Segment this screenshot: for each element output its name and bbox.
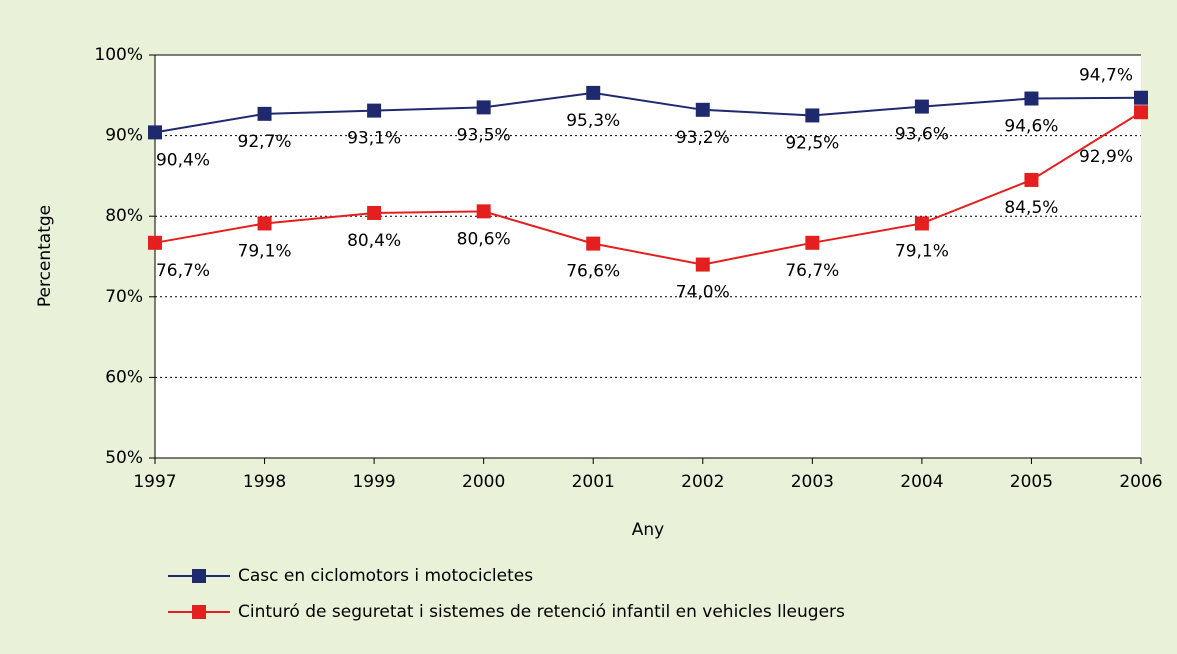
- data-label: 93,6%: [895, 125, 949, 145]
- y-tick-label: 70%: [105, 287, 143, 307]
- legend-marker: [192, 569, 206, 583]
- point-marker: [257, 216, 272, 231]
- data-label: 93,2%: [676, 128, 730, 148]
- point-marker: [805, 108, 820, 123]
- point-marker: [1024, 91, 1039, 106]
- y-tick-label: 100%: [94, 45, 143, 65]
- data-label: 76,6%: [566, 262, 620, 282]
- point-marker: [586, 85, 601, 100]
- x-tick-label: 2000: [462, 472, 505, 492]
- point-marker: [148, 125, 162, 140]
- point-marker: [914, 99, 929, 114]
- data-label: 80,4%: [347, 231, 401, 251]
- data-label: 95,3%: [566, 111, 620, 131]
- y-tick-label: 90%: [105, 126, 143, 146]
- data-label: 92,7%: [238, 132, 292, 152]
- legend-label: Casc en ciclomotors i motocicletes: [238, 566, 533, 586]
- point-marker: [1134, 105, 1148, 120]
- x-tick-label: 1999: [352, 472, 395, 492]
- point-marker: [1024, 172, 1039, 187]
- data-label: 80,6%: [457, 229, 511, 249]
- x-tick-label: 2004: [900, 472, 943, 492]
- data-label: 94,6%: [1004, 117, 1058, 137]
- point-marker: [257, 106, 272, 121]
- series-line: [154, 91, 1142, 134]
- x-tick-label: 2001: [572, 472, 615, 492]
- point-marker: [1134, 90, 1148, 105]
- data-label: 92,5%: [785, 133, 839, 153]
- x-tick-label: 2003: [791, 472, 834, 492]
- point-marker: [476, 204, 491, 219]
- data-label: 93,1%: [347, 129, 401, 149]
- data-label: 84,5%: [1004, 198, 1058, 218]
- point-marker: [586, 236, 601, 251]
- y-tick-label: 50%: [105, 448, 143, 468]
- x-tick-label: 1998: [243, 472, 286, 492]
- y-axis-label: Percentatge: [35, 205, 55, 307]
- x-tick-label: 2005: [1010, 472, 1053, 492]
- point-marker: [805, 235, 820, 250]
- data-label: 93,5%: [457, 125, 511, 145]
- x-tick-label: 2006: [1119, 472, 1162, 492]
- point-marker: [695, 257, 710, 272]
- data-label: 79,1%: [238, 241, 292, 261]
- data-label: 94,7%: [1079, 66, 1133, 86]
- point-marker: [695, 102, 710, 117]
- point-marker: [914, 216, 929, 231]
- plot-area: [155, 55, 1141, 458]
- y-tick-label: 60%: [105, 367, 143, 387]
- x-tick-label: 1997: [133, 472, 176, 492]
- legend-label: Cinturó de seguretat i sistemes de reten…: [238, 602, 845, 622]
- data-label: 74,0%: [676, 283, 730, 303]
- data-label: 76,7%: [785, 261, 839, 281]
- data-label: 90,4%: [156, 150, 210, 170]
- legend-marker: [192, 605, 206, 619]
- data-label: 76,7%: [156, 261, 210, 281]
- point-marker: [476, 100, 491, 115]
- data-label: 92,9%: [1079, 147, 1133, 167]
- x-axis-label: Any: [632, 520, 664, 540]
- point-marker: [367, 103, 382, 118]
- series-line: [154, 111, 1142, 266]
- y-tick-label: 80%: [105, 206, 143, 226]
- point-marker: [148, 235, 162, 250]
- point-marker: [367, 205, 382, 220]
- x-tick-label: 2002: [681, 472, 724, 492]
- data-label: 79,1%: [895, 241, 949, 261]
